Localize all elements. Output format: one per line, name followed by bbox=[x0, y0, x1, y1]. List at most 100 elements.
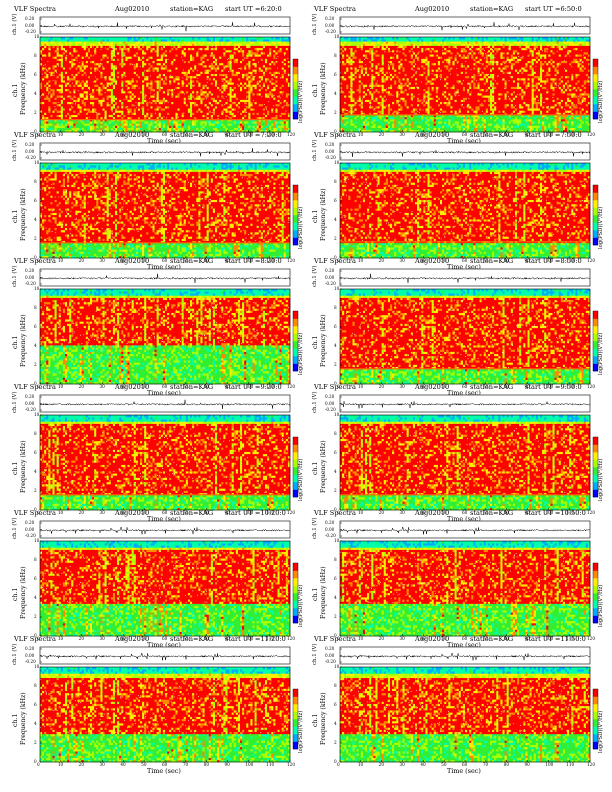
spectrogram-cell bbox=[228, 65, 230, 67]
spectrogram-cell bbox=[240, 87, 242, 89]
spectrogram-cell bbox=[180, 102, 182, 104]
spectrogram-cell bbox=[203, 59, 205, 61]
spectrogram-cell bbox=[142, 123, 144, 125]
spectrogram-cell bbox=[144, 74, 146, 76]
spectrogram-cell bbox=[105, 110, 107, 112]
spectrogram-cell bbox=[103, 48, 105, 50]
spectrogram-cell bbox=[105, 102, 107, 104]
spectrogram-cell bbox=[157, 78, 159, 80]
spectrogram-cell bbox=[257, 117, 259, 119]
spectrogram-cell bbox=[46, 106, 48, 108]
spectrogram-cell bbox=[103, 123, 105, 125]
spectrogram-cell bbox=[157, 115, 159, 117]
spectrogram-cell bbox=[228, 106, 230, 108]
spectrogram-cell bbox=[163, 110, 165, 112]
spectrogram-cell bbox=[165, 63, 167, 65]
spectrogram-cell bbox=[221, 95, 223, 97]
spectrogram-cell bbox=[57, 85, 59, 87]
spectrogram-cell bbox=[144, 100, 146, 102]
spectrogram-cell bbox=[244, 78, 246, 80]
spectrogram-cell bbox=[173, 74, 175, 76]
spectrogram-cell bbox=[98, 37, 100, 39]
spectrogram-cell bbox=[130, 72, 132, 74]
spectrogram-cell bbox=[250, 72, 252, 74]
spectrogram-cell bbox=[159, 43, 161, 45]
spectrogram-cell bbox=[209, 56, 211, 58]
spectrogram-cell bbox=[198, 117, 200, 119]
spectrogram-cell bbox=[117, 108, 119, 110]
spectrogram-cell bbox=[44, 113, 46, 115]
spectrogram-cell bbox=[69, 93, 71, 95]
spectrogram-cell bbox=[80, 126, 82, 128]
spectrogram-cell bbox=[203, 39, 205, 41]
spectrogram-cell bbox=[225, 76, 227, 78]
spectrogram-cell bbox=[271, 41, 273, 43]
spectrogram-cell bbox=[86, 72, 88, 74]
spectrogram-cell bbox=[42, 82, 44, 84]
spectrogram-cell bbox=[46, 65, 48, 67]
spectrogram-cell bbox=[90, 41, 92, 43]
spectrogram-cell bbox=[105, 37, 107, 39]
spectrogram-cell bbox=[180, 115, 182, 117]
spectrogram-cell bbox=[221, 61, 223, 63]
spectrogram-cell bbox=[132, 56, 134, 58]
spectrogram-cell bbox=[232, 106, 234, 108]
spectrogram-cell bbox=[59, 56, 61, 58]
spectrogram-cell bbox=[230, 100, 232, 102]
spectrogram-cell bbox=[71, 37, 73, 39]
spectrogram-cell bbox=[157, 74, 159, 76]
spectrogram-cell bbox=[221, 108, 223, 110]
spectrogram-cell bbox=[140, 48, 142, 50]
spectrogram-cell bbox=[136, 72, 138, 74]
spectrogram-cell bbox=[203, 82, 205, 84]
spectrogram-cell bbox=[96, 117, 98, 119]
spectrogram-cell bbox=[173, 48, 175, 50]
spectrogram-cell bbox=[267, 76, 269, 78]
spectrogram-cell bbox=[150, 93, 152, 95]
spectrogram-cell bbox=[96, 104, 98, 106]
spectrogram-cell bbox=[130, 85, 132, 87]
spectrogram-cell bbox=[234, 76, 236, 78]
spectrogram-cell bbox=[140, 43, 142, 45]
spectrogram-cell bbox=[109, 54, 111, 56]
spectrogram-cell bbox=[75, 50, 77, 52]
spectrogram-cell bbox=[94, 65, 96, 67]
spectrogram-cell bbox=[265, 85, 267, 87]
spectrogram-cell bbox=[171, 113, 173, 115]
spectrogram-cell bbox=[61, 110, 63, 112]
spectrogram-cell bbox=[246, 50, 248, 52]
spectrogram-cell bbox=[134, 106, 136, 108]
spectrogram-cell bbox=[230, 113, 232, 115]
spectrogram-cell bbox=[159, 126, 161, 128]
spectrogram-cell bbox=[228, 123, 230, 125]
spectrogram-cell bbox=[107, 126, 109, 128]
spectrogram-cell bbox=[207, 46, 209, 48]
spectrogram-cell bbox=[248, 91, 250, 93]
spectrogram-cell bbox=[67, 85, 69, 87]
spectrogram-cell bbox=[255, 82, 257, 84]
spectrogram-cell bbox=[107, 93, 109, 95]
spectrogram-cell bbox=[90, 63, 92, 65]
spectrogram-cell bbox=[169, 85, 171, 87]
spectrogram-cell bbox=[132, 67, 134, 69]
spectrogram-cell bbox=[67, 52, 69, 54]
spectrogram-cell bbox=[207, 104, 209, 106]
spectrogram-cell bbox=[55, 104, 57, 106]
spectrogram-cell bbox=[211, 82, 213, 84]
spectrogram-cell bbox=[215, 48, 217, 50]
spectrogram-cell bbox=[244, 117, 246, 119]
spectrogram-cell bbox=[219, 82, 221, 84]
spectrogram-cell bbox=[136, 65, 138, 67]
spectrogram-cell bbox=[234, 78, 236, 80]
spectrogram-cell bbox=[244, 110, 246, 112]
spectrogram-cell bbox=[186, 121, 188, 123]
spectrogram-cell bbox=[50, 74, 52, 76]
spectrogram-cell bbox=[244, 121, 246, 123]
spectrogram-cell bbox=[248, 104, 250, 106]
spectrogram-cell bbox=[50, 95, 52, 97]
spectrogram-cell bbox=[90, 39, 92, 41]
spectrogram-cell bbox=[169, 59, 171, 61]
spectrogram-cell bbox=[134, 113, 136, 115]
spectrogram-cell bbox=[148, 123, 150, 125]
spectrogram-cell bbox=[100, 56, 102, 58]
